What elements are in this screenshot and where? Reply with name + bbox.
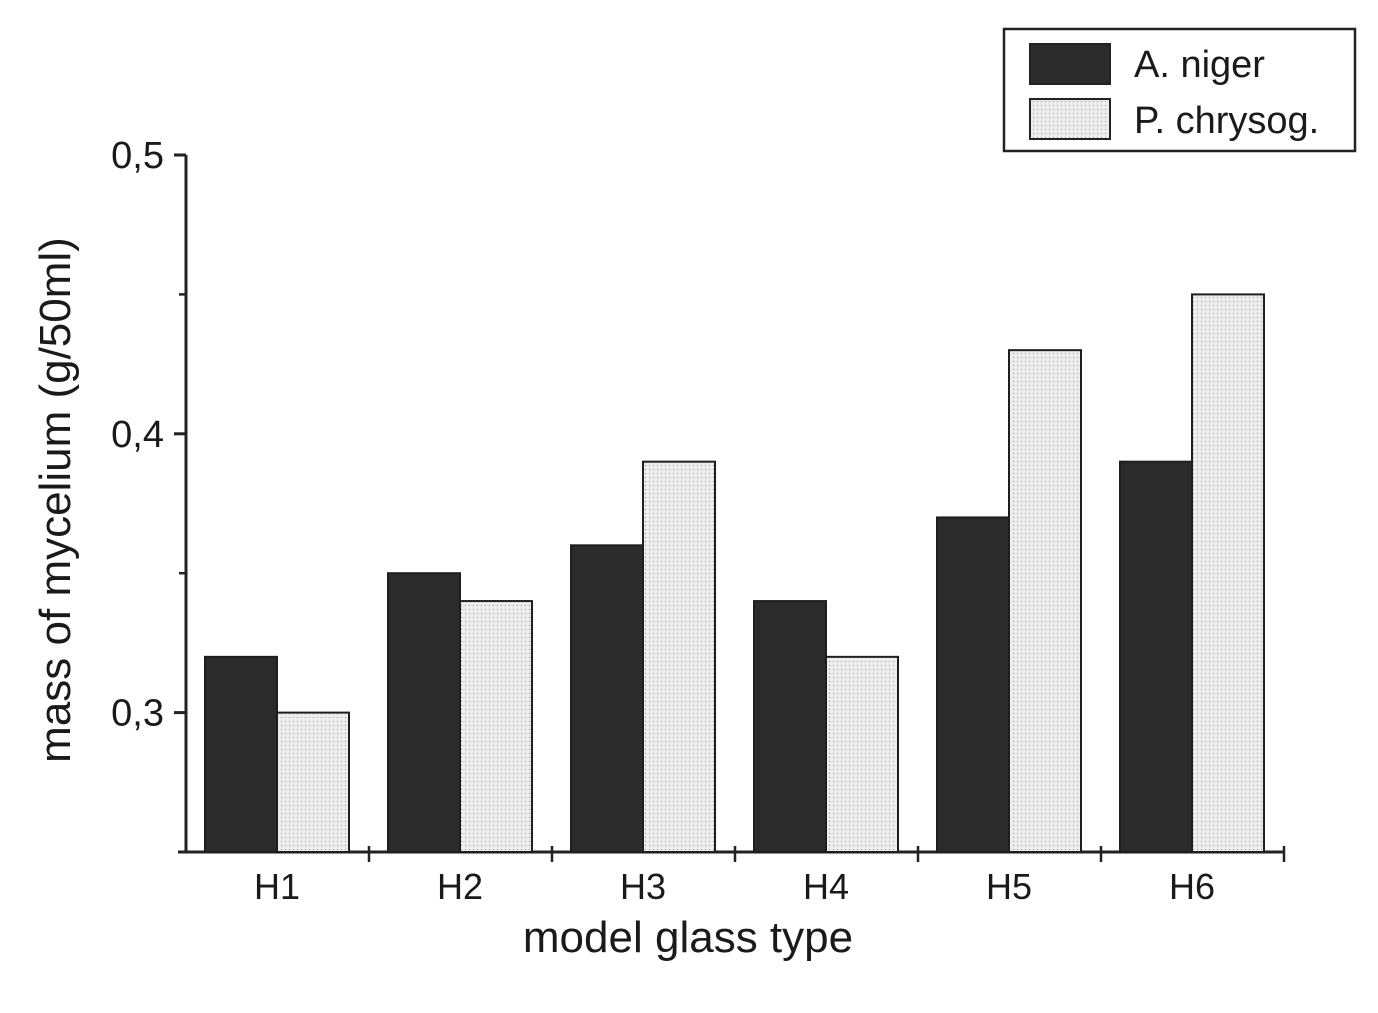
bar-h3-series-0	[570, 544, 644, 853]
bar-h2-series-1	[459, 600, 533, 854]
legend-swatch-p-chrysog	[1029, 98, 1111, 140]
x-tick-label-h5: H5	[986, 866, 1032, 907]
legend-label-a-niger: A. niger	[1134, 44, 1265, 86]
y-axis-title: mass of mycelium (g/50ml)	[31, 237, 80, 763]
axes	[174, 153, 1286, 862]
legend-label-p-chrysog: P. chrysog.	[1134, 100, 1319, 142]
y-tick-label-1: 0,4	[111, 414, 164, 456]
bar-h5-series-1	[1008, 349, 1082, 853]
bar-h2-series-0	[387, 572, 461, 853]
x-tick-label-h6: H6	[1169, 866, 1215, 907]
bar-h1-series-1	[276, 711, 350, 853]
x-tick-label-h2: H2	[437, 866, 483, 907]
x-tick-label-h4: H4	[803, 866, 849, 907]
legend-swatch-a-niger	[1029, 43, 1111, 85]
bars	[204, 293, 1265, 854]
legend: A. niger P. chrysog.	[1002, 27, 1357, 153]
x-tick-label-h1: H1	[254, 866, 300, 907]
x-axis-title: model glass type	[523, 913, 853, 962]
bar-h5-series-0	[936, 516, 1010, 853]
bar-h4-series-1	[825, 655, 899, 854]
bar-h3-series-1	[642, 460, 716, 853]
x-tick-label-h3: H3	[620, 866, 666, 907]
bar-h4-series-0	[753, 600, 827, 854]
y-tick-label-0: 0,3	[111, 693, 164, 735]
tick-labels: 0,3 0,4 0,5 H1 H2 H3 H4 H5 H6	[111, 135, 1215, 907]
y-tick-label-2: 0,5	[111, 135, 164, 177]
bar-h6-series-1	[1191, 293, 1265, 853]
bar-h6-series-0	[1119, 460, 1193, 853]
bar-h1-series-0	[204, 655, 278, 854]
